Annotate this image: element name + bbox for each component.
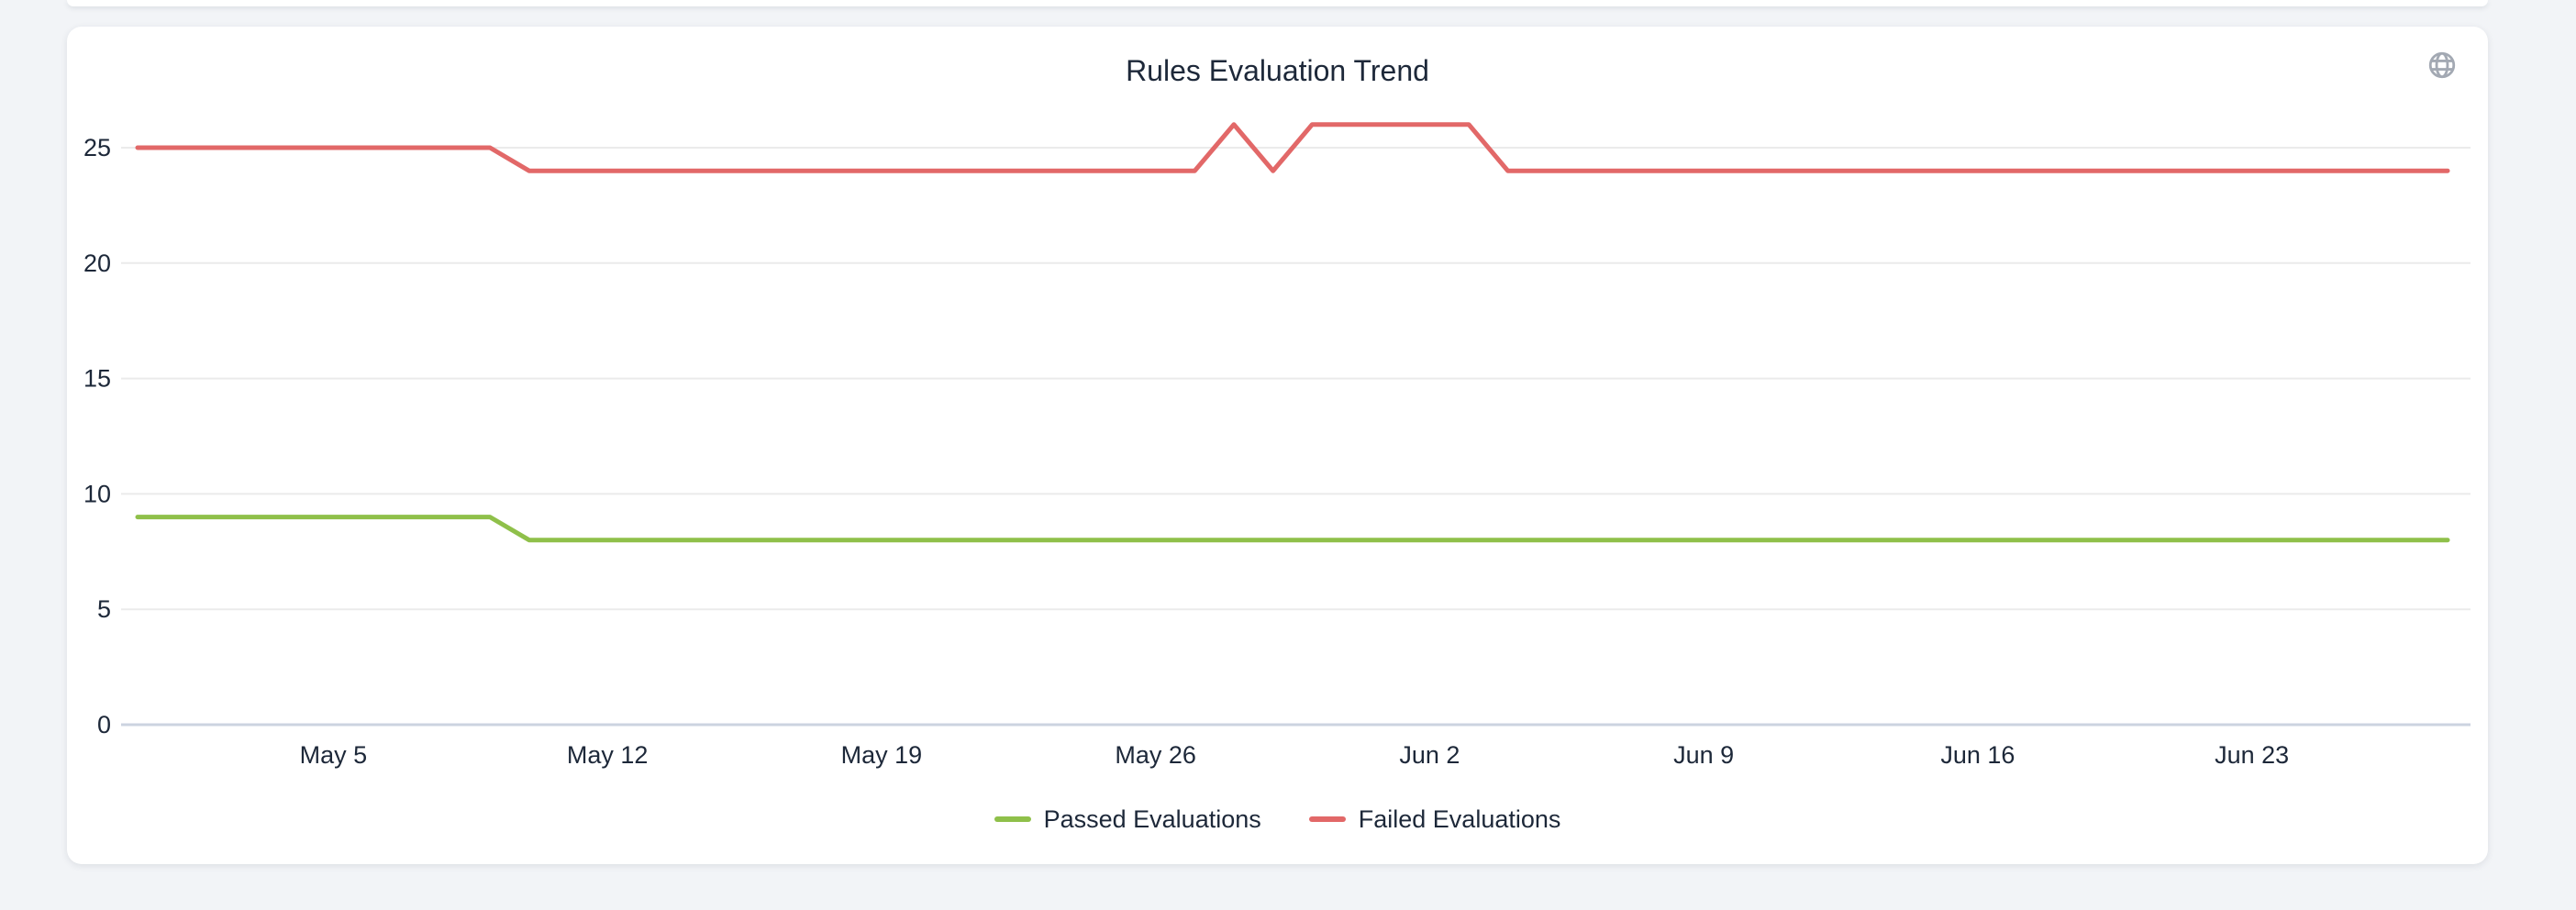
chart-legend: Passed Evaluations Failed Evaluations xyxy=(67,801,2488,838)
chart-card: Rules Evaluation Trend 0 5 10 15 20 25 May 5 Ma… xyxy=(67,27,2488,864)
y-axis-tick-label: 5 xyxy=(97,595,111,623)
series-line-failed-evaluations xyxy=(135,122,2450,173)
y-axis-tick-label: 10 xyxy=(83,480,111,507)
previous-card-bottom-edge xyxy=(67,0,2488,6)
globe-icon xyxy=(2428,51,2456,79)
x-axis-tick-label: Jun 16 xyxy=(1940,741,2015,769)
legend-label: Passed Evaluations xyxy=(1043,805,1261,833)
y-axis-tick-label: 20 xyxy=(83,250,111,277)
x-axis-tick-label: May 5 xyxy=(300,741,368,769)
x-axis-tick-label: Jun 9 xyxy=(1673,741,1734,769)
x-axis-tick-label: May 26 xyxy=(1115,741,1196,769)
x-axis-tick-label: May 19 xyxy=(841,741,923,769)
y-axis-tick-label: 25 xyxy=(83,134,111,161)
y-axis-tick-label: 0 xyxy=(97,711,111,738)
legend-item-failed-evaluations[interactable]: Failed Evaluations xyxy=(1308,805,1561,834)
globe-button[interactable] xyxy=(2426,50,2458,81)
x-axis-tick-label: Jun 23 xyxy=(2215,741,2289,769)
legend-item-passed-evaluations[interactable]: Passed Evaluations xyxy=(994,805,1261,834)
series-line-passed-evaluations xyxy=(135,515,2450,543)
legend-swatch xyxy=(994,816,1031,822)
x-axis-tick-label: May 12 xyxy=(567,741,649,769)
chart-title: Rules Evaluation Trend xyxy=(1126,54,1429,87)
trend-chart-canvas: 0 5 10 15 20 25 May 5 May 12 May 19 May 26 Jun 2 Ju… xyxy=(83,122,2471,769)
x-axis-tick-label: Jun 2 xyxy=(1399,741,1460,769)
legend-label: Failed Evaluations xyxy=(1358,805,1561,833)
y-axis-tick-label: 15 xyxy=(83,365,111,393)
legend-swatch xyxy=(1308,816,1346,822)
